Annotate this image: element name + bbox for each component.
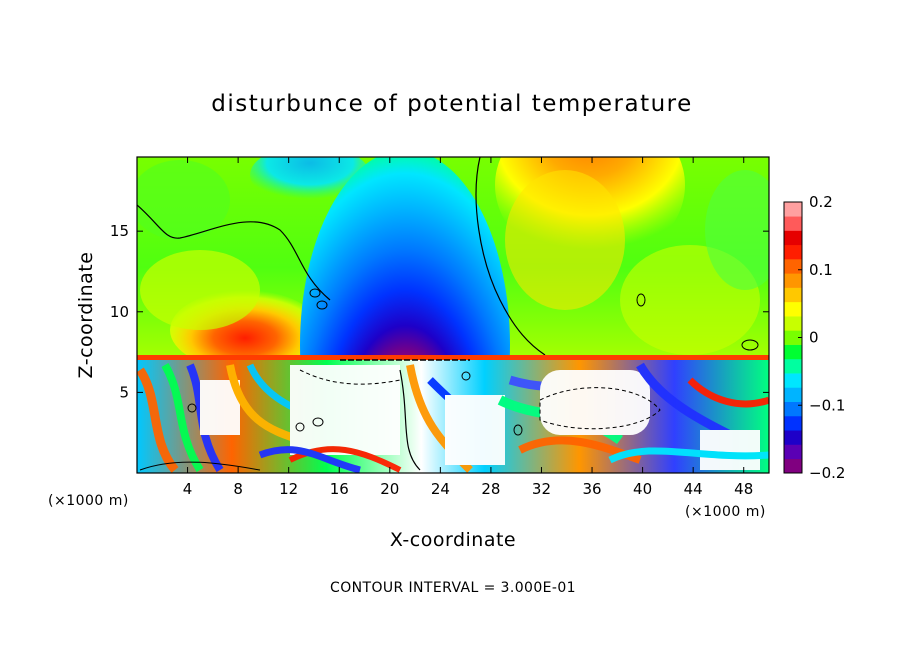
colorbar-swatch	[784, 458, 802, 474]
colorbar	[783, 201, 803, 474]
x-tick-label: 12	[279, 480, 298, 498]
y-axis: 5 10 15	[110, 222, 769, 401]
colorbar-swatch	[784, 259, 802, 274]
chart-title: disturbunce of potential temperature	[211, 91, 693, 117]
colorbar-swatch	[784, 202, 802, 217]
colorbar-tick-label: 0.1	[809, 261, 833, 279]
x-unit-label-right: (×1000 m)	[685, 504, 766, 520]
colorbar-ticks: 0.2 0.1 0 −0.1 −0.2	[798, 193, 845, 482]
x-tick-label: 16	[330, 480, 349, 498]
colorbar-tick-label: −0.1	[809, 396, 845, 414]
heatmap-field	[137, 157, 769, 473]
x-tick-label: 20	[380, 480, 399, 498]
x-tick-label: 32	[532, 480, 551, 498]
colorbar-tick-label: −0.2	[809, 464, 845, 482]
x-axis: 4 8 12 16 20 24 28 32 36 40 44 48	[183, 157, 753, 498]
y-tick-label: 5	[119, 383, 129, 401]
colorbar-tick-label: 0	[809, 329, 819, 347]
y-tick-label: 10	[110, 303, 129, 321]
colorbar-swatch	[784, 373, 802, 388]
colorbar-swatch	[784, 230, 802, 246]
colorbar-swatch	[784, 344, 802, 360]
x-tick-label: 48	[734, 480, 753, 498]
x-tick-label: 36	[582, 480, 601, 498]
x-tick-label: 40	[633, 480, 652, 498]
contour-interval-note: CONTOUR INTERVAL = 3.000E-01	[330, 580, 576, 596]
colorbar-swatch	[784, 316, 802, 331]
plot-frame	[136, 156, 770, 474]
colorbar-swatch	[784, 415, 802, 431]
x-tick-label: 44	[684, 480, 703, 498]
x-tick-label: 28	[481, 480, 500, 498]
x-axis-label: X-coordinate	[390, 529, 516, 551]
x-tick-label: 4	[183, 480, 193, 498]
y-axis-label: Z-coordinate	[75, 252, 97, 379]
colorbar-swatch	[784, 301, 802, 317]
colorbar-swatch	[784, 216, 802, 231]
colorbar-swatch	[784, 401, 802, 417]
colorbar-swatch	[784, 287, 802, 303]
colorbar-swatch	[784, 330, 802, 345]
x-tick-label: 8	[233, 480, 243, 498]
colorbar-swatch	[784, 358, 802, 374]
colorbar-swatch	[784, 273, 802, 288]
colorbar-swatch	[784, 444, 802, 460]
x-tick-label: 24	[431, 480, 450, 498]
colorbar-tick-label: 0.2	[809, 193, 833, 211]
y-tick-label: 15	[110, 222, 129, 240]
colorbar-swatch	[784, 430, 802, 445]
x-unit-label-left: (×1000 m)	[48, 493, 129, 509]
colorbar-swatch	[784, 244, 802, 260]
colorbar-swatch	[784, 387, 802, 402]
